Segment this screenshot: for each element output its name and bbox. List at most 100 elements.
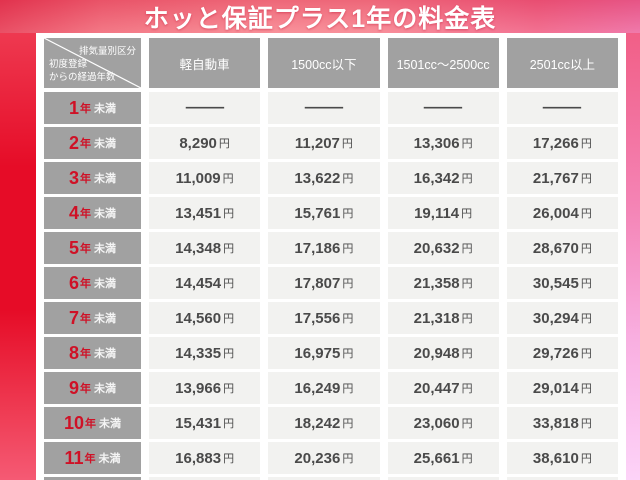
row-label-cell: 10 年未満 bbox=[44, 407, 141, 439]
price-amount: 8,290 bbox=[179, 134, 217, 152]
price-unit: 円 bbox=[342, 243, 354, 255]
price-cell bbox=[268, 477, 380, 480]
price-unit: 円 bbox=[461, 138, 473, 150]
price-unit: 円 bbox=[461, 348, 473, 360]
row-year-number: 10 bbox=[63, 412, 85, 433]
price-amount: 14,348 bbox=[175, 239, 222, 257]
price-cell: 14,454 円 bbox=[149, 267, 261, 299]
price-cell: 16,975 円 bbox=[268, 337, 380, 369]
price-amount: 23,060 bbox=[413, 414, 460, 432]
row-year-suffix: 年 bbox=[85, 418, 97, 430]
price-cell: 15,431 円 bbox=[149, 407, 261, 439]
price-amount: 15,761 bbox=[294, 204, 341, 222]
price-amount: 13,622 bbox=[294, 169, 341, 187]
price-amount: 30,545 bbox=[532, 274, 579, 292]
price-cell: 17,266 円 bbox=[506, 127, 618, 159]
table-row: 11 年未満 16,883 円 20,236 円 25,661 円 38,610 円 bbox=[44, 442, 618, 474]
row-label-cell: 1 年未満 bbox=[44, 92, 141, 124]
price-unit: 円 bbox=[342, 383, 354, 395]
row-under-label: 未満 bbox=[94, 103, 116, 115]
price-unit: 円 bbox=[223, 418, 235, 430]
row-label-cell: 7 年未満 bbox=[44, 302, 141, 334]
price-cell: 13,451 円 bbox=[149, 197, 261, 229]
price-unit: 円 bbox=[342, 453, 354, 465]
table-row: 9 年未満 13,966 円 16,249 円 20,447 円 29,014 円 bbox=[44, 372, 618, 404]
price-unit: 円 bbox=[223, 453, 235, 465]
row-under-label: 未満 bbox=[94, 348, 116, 360]
price-unit: 円 bbox=[580, 383, 592, 395]
price-unit: 円 bbox=[461, 243, 473, 255]
price-amount: 17,186 bbox=[294, 239, 341, 257]
price-amount: 26,004 bbox=[532, 204, 579, 222]
row-under-label: 未満 bbox=[94, 313, 116, 325]
table-row: 10 年未満 15,431 円 18,242 円 23,060 円 33,818 円 bbox=[44, 407, 618, 439]
title-band-background bbox=[0, 0, 640, 33]
row-year-suffix: 年 bbox=[80, 348, 91, 360]
table-row: 6 年未満 14,454 円 17,807 円 21,358 円 30,545 円 bbox=[44, 267, 618, 299]
price-cell: 14,335 円 bbox=[149, 337, 261, 369]
corner-label-elapsed-years: 初度登録 からの経過年数 bbox=[49, 59, 116, 83]
price-unit: 円 bbox=[461, 383, 473, 395]
price-cell: 29,726 円 bbox=[506, 337, 618, 369]
table-row: 2 年未満 8,290 円 11,207 円 13,306 円 17,266 円 bbox=[44, 127, 618, 159]
price-unit: 円 bbox=[580, 208, 592, 220]
price-cell: 13,306 円 bbox=[387, 127, 499, 159]
price-amount: 14,560 bbox=[175, 309, 222, 327]
price-amount: 20,948 bbox=[413, 344, 460, 362]
price-amount: 16,249 bbox=[294, 379, 341, 397]
table-rows: 1 年未満 — — — —2 年未満 8,290 円 11,207 円 13,306 円 17,266 円 3… bbox=[44, 92, 618, 480]
price-cell: 26,004 円 bbox=[506, 197, 618, 229]
price-unit: 円 bbox=[222, 173, 234, 185]
row-under-label: 未満 bbox=[94, 138, 116, 150]
price-cell: 11,207 円 bbox=[268, 127, 380, 159]
price-unit: 円 bbox=[341, 138, 353, 150]
row-year-suffix: 年 bbox=[84, 453, 96, 465]
price-cell: 15,761 円 bbox=[268, 197, 380, 229]
price-amount: 29,726 bbox=[532, 344, 579, 362]
row-under-label: 未満 bbox=[94, 383, 116, 395]
price-cell: 14,560 円 bbox=[149, 302, 261, 334]
row-under-label: 未満 bbox=[94, 208, 116, 220]
row-label-cell: 8 年未満 bbox=[44, 337, 141, 369]
row-year-number: 3 bbox=[68, 167, 79, 188]
price-cell: 13,966 円 bbox=[149, 372, 261, 404]
row-under-label: 未満 bbox=[94, 173, 116, 185]
price-unit: 円 bbox=[461, 453, 473, 465]
price-cell bbox=[506, 477, 618, 480]
price-amount: 30,294 bbox=[532, 309, 579, 327]
table-row: 4 年未満 13,451 円 15,761 円 19,114 円 26,004 円 bbox=[44, 197, 618, 229]
row-under-label: 未満 bbox=[98, 453, 121, 465]
price-cell: 14,348 円 bbox=[149, 232, 261, 264]
row-year-suffix: 年 bbox=[80, 383, 91, 395]
row-year-number: 5 bbox=[68, 237, 79, 258]
price-cell: 18,242 円 bbox=[268, 407, 380, 439]
table-row: 3 年未満 11,009 円 13,622 円 16,342 円 21,767 円 bbox=[44, 162, 618, 194]
price-amount: 11,009 bbox=[175, 169, 221, 187]
left-gradient-strip bbox=[0, 33, 36, 480]
right-gradient-strip bbox=[626, 33, 640, 480]
price-unit: 円 bbox=[342, 208, 354, 220]
price-cell: 13,622 円 bbox=[268, 162, 380, 194]
row-year-suffix: 年 bbox=[80, 138, 91, 150]
no-price-dash: — bbox=[423, 99, 463, 116]
corner-header-cell: 排気量別区分 初度登録 からの経過年数 bbox=[44, 38, 141, 88]
price-cell: 30,545 円 bbox=[506, 267, 618, 299]
price-cell: — bbox=[387, 92, 499, 124]
price-amount: 13,306 bbox=[413, 134, 460, 152]
price-amount: 38,610 bbox=[532, 449, 579, 467]
row-label-cell: 2 年未満 bbox=[44, 127, 141, 159]
price-amount: 20,236 bbox=[294, 449, 341, 467]
price-unit: 円 bbox=[223, 383, 235, 395]
price-cell: — bbox=[268, 92, 380, 124]
row-year-suffix: 年 bbox=[80, 243, 91, 255]
table-row: 5 年未満 14,348 円 17,186 円 20,632 円 28,670 円 bbox=[44, 232, 618, 264]
price-table: 排気量別区分 初度登録 からの経過年数 軽自動車 1500cc以下 1501cc〜… bbox=[36, 33, 626, 480]
price-unit: 円 bbox=[223, 208, 235, 220]
row-year-suffix: 年 bbox=[80, 313, 91, 325]
price-amount: 21,358 bbox=[413, 274, 460, 292]
table-row-partial bbox=[44, 477, 618, 480]
corner-label-displacement: 排気量別区分 bbox=[78, 46, 136, 57]
row-year-suffix: 年 bbox=[80, 173, 91, 185]
row-year-number: 7 bbox=[68, 307, 79, 328]
